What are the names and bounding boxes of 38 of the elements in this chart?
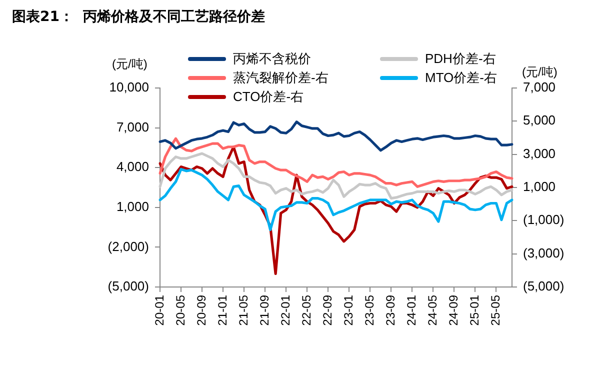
x-tick-label: 21-01 [215, 294, 230, 326]
y-tick-label: (2,000) [108, 238, 149, 254]
y2-tick-label: 5,000 [523, 112, 556, 128]
legend-label: CTO价差-右 [233, 88, 304, 106]
x-tick-label: 23-09 [383, 294, 398, 326]
x-tick-label: 22-05 [299, 294, 314, 326]
y2-tick-label: 7,000 [523, 80, 556, 95]
legend-label: PDH价差-右 [425, 50, 496, 68]
x-tick-label: 23-01 [341, 294, 356, 326]
y-tick-label: 1,000 [116, 198, 149, 214]
legend-label: 蒸汽裂解价差-右 [233, 68, 328, 86]
y-tick-label: (5,000) [108, 278, 149, 294]
y-tick-label: 10,000 [109, 80, 149, 95]
x-tick-label: 20-09 [194, 294, 208, 326]
x-tick-label: 24-01 [404, 294, 418, 326]
chart-title: 图表21： 丙烯价格及不同工艺路径价差 [12, 8, 266, 26]
x-tick-label: 24-05 [426, 294, 440, 326]
legend-label: MTO价差-右 [425, 68, 497, 86]
x-tick-label: 21-05 [236, 294, 250, 326]
y2-tick-label: 1,000 [523, 179, 556, 194]
x-tick-label: 21-09 [257, 294, 272, 326]
y2-axis-title: (元/吨) [522, 64, 558, 81]
y2-tick-label: (1,000) [523, 212, 564, 228]
y2-tick-label: 3,000 [523, 146, 556, 161]
x-tick-label: 23-05 [362, 294, 376, 326]
x-tick-label: 22-09 [320, 294, 334, 326]
x-tick-label: 25-05 [488, 294, 503, 326]
y2-tick-label: (3,000) [523, 245, 564, 260]
y-axis-title: (元/吨) [112, 56, 148, 73]
y-tick-label: 4,000 [116, 159, 149, 174]
y-tick-label: 7,000 [116, 119, 149, 134]
y2-tick-label: (5,000) [523, 278, 564, 294]
x-tick-label: 25-01 [468, 294, 482, 326]
x-tick-label: 20-01 [152, 294, 166, 326]
x-tick-label: 24-09 [446, 294, 461, 326]
x-tick-label: 20-05 [173, 294, 188, 326]
x-tick-label: 22-01 [278, 294, 292, 326]
legend-label: 丙烯不含税价 [233, 50, 311, 68]
